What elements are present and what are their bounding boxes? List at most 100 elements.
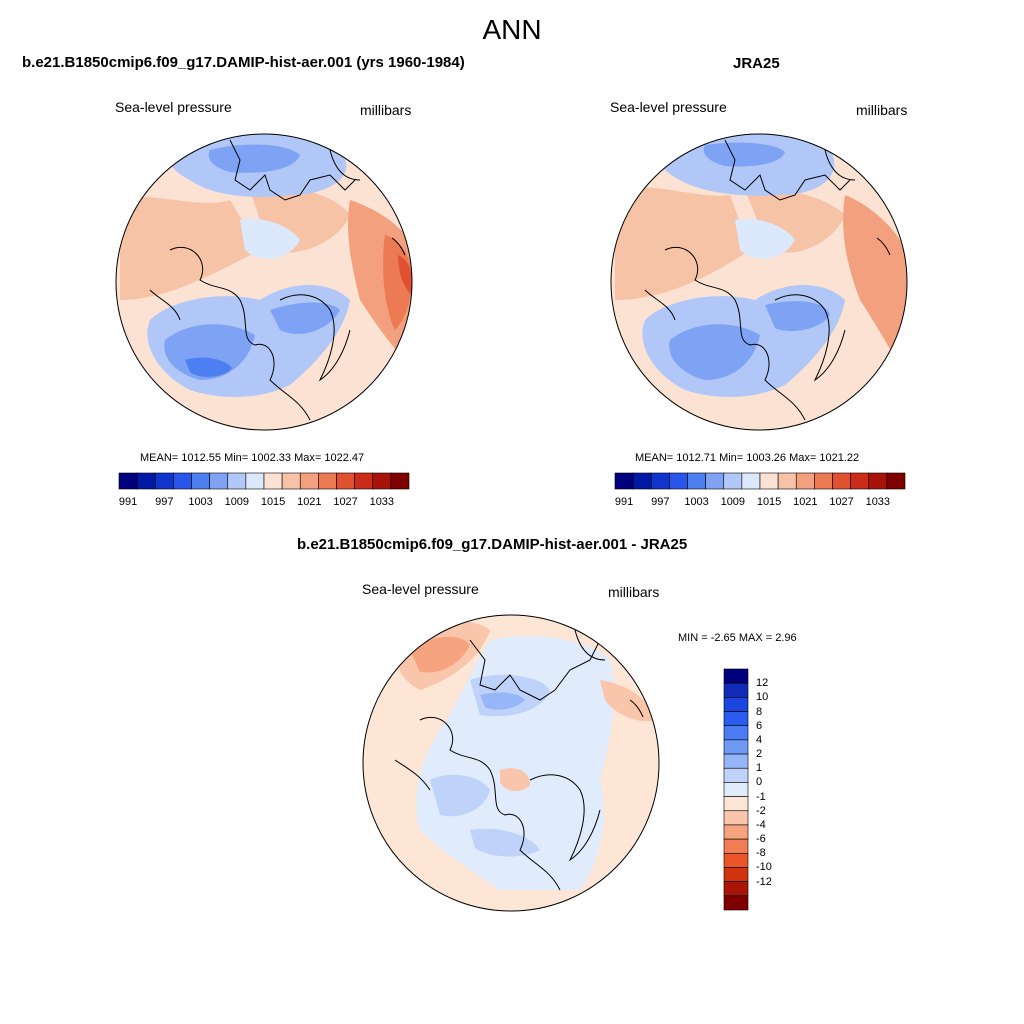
colorbar-swatch — [723, 739, 749, 755]
colorbar-swatch — [832, 472, 851, 490]
colorbar-tick-label: 8 — [756, 705, 763, 718]
colorbar-tick-label: 1021 — [793, 496, 818, 508]
panel1-case-title: b.e21.B1850cmip6.f09_g17.DAMIP-hist-aer.… — [22, 54, 465, 71]
colorbar-swatch — [723, 796, 749, 812]
colorbar-swatch — [723, 767, 749, 783]
colorbar-swatch — [723, 725, 749, 741]
colorbar-tick-label: -10 — [756, 861, 772, 874]
colorbar-tick-label: 1003 — [188, 496, 213, 508]
colorbar-tick-label: 1 — [756, 762, 763, 775]
colorbar-swatch — [723, 881, 749, 897]
colorbar-swatch — [759, 472, 779, 490]
colorbar-tick-label: 1021 — [297, 496, 322, 508]
colorbar-swatch — [705, 472, 725, 490]
colorbar-tick-label: -8 — [756, 847, 766, 860]
panel2-colorbar — [614, 472, 906, 490]
panel3-map-border — [362, 614, 660, 912]
colorbar-tick-label: 997 — [155, 496, 174, 508]
colorbar-tick-label: -6 — [756, 833, 766, 846]
colorbar-swatch — [245, 472, 265, 490]
panel1-stats: MEAN= 1012.55 Min= 1002.33 Max= 1022.47 — [140, 452, 365, 464]
colorbar-swatch — [795, 472, 815, 490]
colorbar-swatch — [614, 472, 634, 490]
colorbar-swatch — [173, 472, 192, 490]
colorbar-tick-label: 1009 — [720, 496, 746, 508]
colorbar-swatch — [723, 782, 749, 797]
colorbar-swatch — [299, 472, 319, 490]
colorbar-swatch — [209, 472, 229, 490]
panel1-coastlines — [149, 139, 406, 421]
colorbar-tick-label: -12 — [756, 875, 772, 888]
panel3-variable: Sea-level pressure — [362, 581, 479, 597]
colorbar-tick-label: 1015 — [260, 496, 286, 508]
panel3-colorbar — [723, 668, 749, 911]
colorbar-swatch — [723, 824, 749, 840]
colorbar-swatch — [723, 810, 749, 826]
colorbar-tick-label: 1003 — [684, 496, 709, 508]
colorbar-swatch — [669, 472, 688, 490]
colorbar-swatch — [191, 472, 210, 490]
colorbar-swatch — [390, 472, 410, 490]
colorbar-swatch — [723, 852, 749, 868]
panel1-map-border — [115, 133, 413, 431]
colorbar-tick-label: 997 — [651, 496, 670, 508]
colorbar-tick-label: 1015 — [756, 496, 782, 508]
colorbar-swatch — [723, 668, 749, 684]
colorbar-tick-label: -2 — [756, 804, 766, 817]
colorbar-swatch — [886, 472, 906, 490]
panel2-case-title: JRA25 — [733, 55, 780, 72]
panel2-stats: MEAN= 1012.71 Min= 1003.26 Max= 1021.22 — [635, 452, 860, 464]
colorbar-tick-label: 1009 — [224, 496, 250, 508]
colorbar-tick-label: 0 — [756, 776, 763, 789]
colorbar-swatch — [227, 472, 247, 490]
colorbar-tick-label: 4 — [756, 733, 763, 746]
colorbar-tick-label: 991 — [614, 496, 634, 508]
main-title: ANN — [482, 14, 542, 45]
colorbar-tick-label: 1027 — [829, 496, 854, 508]
panel2-units: millibars — [856, 102, 908, 118]
colorbar-swatch — [723, 838, 749, 854]
colorbar-swatch — [372, 472, 392, 490]
colorbar-swatch — [318, 472, 337, 490]
panel3-units: millibars — [608, 584, 660, 600]
colorbar-swatch — [723, 753, 749, 769]
colorbar-tick-label: 2 — [756, 748, 763, 761]
colorbar-swatch — [723, 711, 749, 727]
panel3-map — [363, 615, 659, 911]
colorbar-swatch — [723, 895, 749, 911]
colorbar-tick-label: 12 — [756, 677, 769, 690]
colorbar-swatch — [263, 472, 283, 490]
panel3-coastlines — [394, 629, 644, 891]
colorbar-swatch — [777, 472, 797, 490]
panel2-map — [611, 134, 907, 430]
colorbar-swatch — [687, 472, 706, 490]
panel3-stats: MIN = -2.65 MAX = 2.96 — [678, 632, 797, 644]
panel1-units: millibars — [360, 102, 412, 118]
colorbar-tick-label: 6 — [756, 719, 763, 732]
panel2-coastlines — [644, 139, 891, 421]
colorbar-tick-label: -1 — [756, 790, 766, 803]
colorbar-swatch — [741, 472, 761, 490]
panel1-colorbar — [118, 472, 410, 490]
colorbar-tick-label: -4 — [756, 818, 766, 831]
panel2-variable: Sea-level pressure — [610, 99, 727, 115]
colorbar-swatch — [281, 472, 301, 490]
colorbar-swatch — [814, 472, 833, 490]
colorbar-swatch — [632, 472, 652, 490]
colorbar-tick-label: 1033 — [865, 496, 891, 508]
colorbar-swatch — [723, 472, 743, 490]
colorbar-swatch — [723, 697, 749, 712]
colorbar-swatch — [723, 867, 749, 882]
panel2-map-border — [610, 133, 908, 431]
panel1-variable: Sea-level pressure — [115, 99, 232, 115]
colorbar-swatch — [650, 472, 670, 490]
colorbar-tick-label: 1027 — [333, 496, 358, 508]
colorbar-swatch — [723, 682, 749, 698]
colorbar-tick-label: 991 — [118, 496, 138, 508]
colorbar-swatch — [118, 472, 138, 490]
colorbar-swatch — [154, 472, 174, 490]
panel1-map — [116, 134, 412, 430]
colorbar-swatch — [850, 472, 870, 490]
colorbar-swatch — [336, 472, 355, 490]
